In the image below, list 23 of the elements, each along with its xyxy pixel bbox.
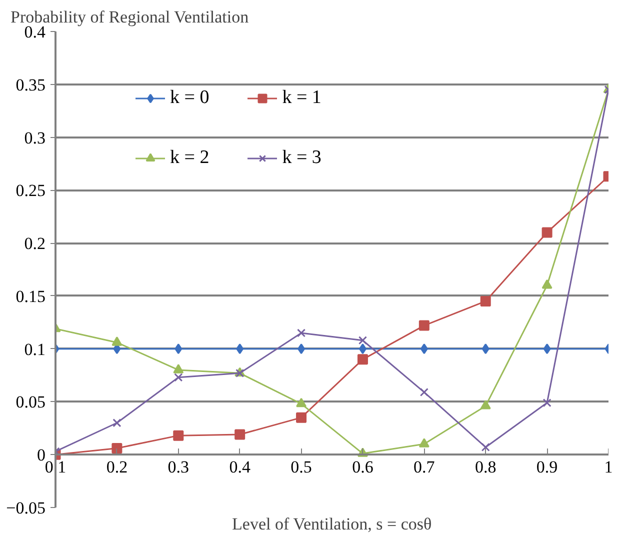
y-tick-label: 0.05 [16,392,46,412]
x-tick-label: 1 [604,458,613,476]
x-tick-label: 0.3 [168,458,190,476]
x-tick-label: 0.2 [106,458,128,476]
x-tick-label: 0.4 [229,458,251,476]
legend-label: k = 3 [282,147,322,169]
x-tick-label: 0.9 [536,458,558,476]
x-axis-title: Level of Ventilation, s = cosθ [232,514,432,534]
y-tick-label: 0.2 [24,234,46,254]
x-tick-label: 0.6 [352,458,374,476]
y-tick-label: 0.25 [16,181,46,200]
y-tick-label: 0.1 [24,340,46,359]
y-tick-label: 0.35 [16,75,46,94]
x-tick-label: 0.5 [290,458,312,476]
y-tick-label: −0.05 [6,498,46,518]
y-tick-label: 0.15 [16,286,46,306]
x-tick-label: 0.7 [414,458,436,476]
legend-label: k = 0 [170,87,210,109]
legend-label: k = 2 [170,147,210,169]
legend-label: k = 1 [282,87,322,109]
y-tick-label: 0.3 [24,128,46,148]
x-tick-label: 0.8 [474,458,496,476]
y-tick-label: 0 [37,446,46,465]
